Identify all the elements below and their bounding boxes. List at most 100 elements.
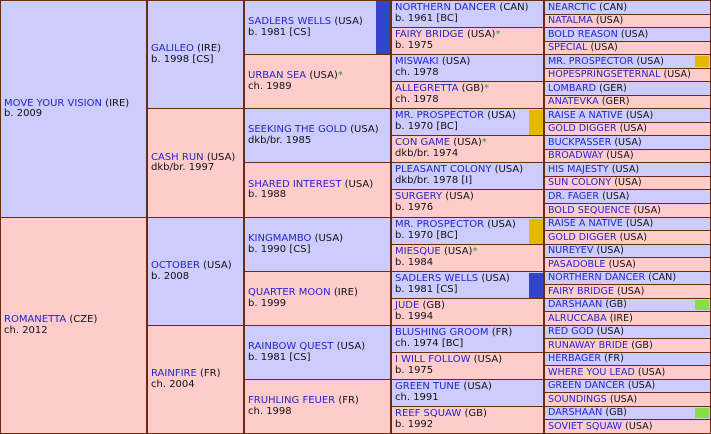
horse-name-link[interactable]: MR. PROSPECTOR: [395, 110, 485, 121]
horse-name-link[interactable]: RAINFIRE: [151, 368, 197, 379]
horse-name-link[interactable]: QUARTER MOON: [248, 287, 331, 298]
horse-name-link[interactable]: GOLD DIGGER: [548, 232, 617, 243]
horse-name-link[interactable]: LOMBARD: [548, 83, 597, 94]
horse-name-link[interactable]: ROMANETTA: [4, 314, 67, 325]
horse-country: (USA): [619, 232, 647, 243]
pedigree-cell-gen5: SOVIET SQUAW (USA): [545, 420, 710, 433]
horse-name-link[interactable]: SHARED INTEREST: [248, 178, 342, 190]
horse-name-link[interactable]: REEF SQUAW: [395, 408, 462, 419]
horse-name-link[interactable]: SURGERY: [395, 191, 443, 202]
horse-name-link[interactable]: NUREYEV: [548, 245, 594, 256]
horse-entry: RAISE A NATIVE (USA): [545, 218, 710, 230]
horse-entry: MR. PROSPECTOR (USA) b. 1970 [BC]: [392, 109, 516, 132]
horse-name-link[interactable]: MOVE YOUR VISION: [4, 97, 102, 109]
horse-name-link[interactable]: HOPESPRINGSETERNAL: [548, 69, 661, 80]
pedigree-cell-gen3: URBAN SEA (USA)* ch. 1989: [245, 55, 390, 108]
horse-name-link[interactable]: RUNAWAY BRIDE: [548, 340, 629, 351]
inbreeding-marker: [695, 300, 709, 310]
horse-name-link[interactable]: DARSHAAN: [548, 407, 603, 418]
pedigree-cell-gen1: MOVE YOUR VISION (IRE) b. 2009: [1, 1, 146, 217]
horse-name-link[interactable]: BLUSHING GROOM: [395, 327, 489, 338]
horse-country: (USA): [494, 164, 524, 175]
horse-info: b. 1994: [395, 310, 434, 322]
horse-country: (USA): [606, 150, 634, 161]
horse-name-link[interactable]: RAISE A NATIVE: [548, 218, 623, 229]
horse-entry: KINGMAMBO (USA) b. 1990 [CS]: [245, 233, 343, 255]
horse-name-link[interactable]: NORTHERN DANCER: [548, 272, 646, 283]
horse-entry: BOLD SEQUENCE (USA): [545, 204, 710, 217]
horse-entry: NATALMA (USA): [545, 15, 710, 27]
horse-name-link[interactable]: FAIRY BRIDGE: [548, 286, 614, 297]
pedigree-cell-gen5: NORTHERN DANCER (CAN): [545, 272, 710, 284]
horse-name-link[interactable]: FRUHLING FEUER: [248, 395, 336, 406]
horse-name-link[interactable]: BUCKPASSER: [548, 137, 612, 148]
horse-name-link[interactable]: DARSHAAN: [548, 299, 603, 310]
horse-name-link[interactable]: PLEASANT COLONY: [395, 164, 492, 175]
horse-info: ch. 2012: [4, 324, 48, 336]
horse-name-link[interactable]: HIS MAJESTY: [548, 164, 609, 175]
horse-name-link[interactable]: RAISE A NATIVE: [548, 110, 623, 121]
horse-name-link[interactable]: NEARCTIC: [548, 2, 597, 13]
horse-name-link[interactable]: ALLEGRETTA: [395, 83, 459, 94]
pedigree-cell-gen2: RAINFIRE (FR) ch. 2004: [148, 326, 243, 433]
horse-name-line: SURGERY (USA): [395, 191, 474, 203]
pedigree-cell-gen5: DR. FAGER (USA): [545, 190, 710, 203]
horse-name-link[interactable]: PASADOBLE: [548, 259, 606, 270]
pedigree-cell-gen1: ROMANETTA (CZE) ch. 2012: [1, 218, 146, 433]
horse-entry: SADLERS WELLS (USA) b. 1981 [CS]: [245, 16, 363, 38]
horse-country: (USA): [473, 354, 503, 365]
horse-name-link[interactable]: BOLD SEQUENCE: [548, 205, 631, 216]
horse-name-link[interactable]: MIESQUE: [395, 246, 441, 257]
horse-name-link[interactable]: CON GAME: [395, 137, 451, 148]
horse-name-link[interactable]: I WILL FOLLOW: [395, 354, 471, 365]
horse-name-link[interactable]: WHERE YOU LEAD: [548, 367, 635, 378]
horse-entry: SURGERY (USA) b. 1976: [392, 190, 474, 213]
horse-entry: QUARTER MOON (IRE) b. 1999: [245, 287, 358, 309]
horse-name-link[interactable]: MR. PROSPECTOR: [395, 219, 485, 230]
horse-name-link[interactable]: URBAN SEA: [248, 70, 307, 81]
horse-name-link[interactable]: GALILEO: [151, 43, 194, 54]
horse-name-link[interactable]: SADLERS WELLS: [248, 16, 332, 27]
horse-name-link[interactable]: SEEKING THE GOLD: [248, 124, 347, 135]
horse-name-link[interactable]: MR. PROSPECTOR: [548, 56, 634, 67]
horse-country: (CAN): [499, 2, 529, 13]
pedigree-cell-gen5: BUCKPASSER (USA): [545, 136, 710, 149]
horse-name-link[interactable]: FAIRY BRIDGE: [395, 29, 464, 40]
horse-name-link[interactable]: CASH RUN: [151, 151, 204, 163]
horse-country: (USA): [663, 69, 691, 80]
horse-name-link[interactable]: GREEN DANCER: [548, 380, 625, 391]
horse-name-link[interactable]: SPECIAL: [548, 42, 588, 53]
horse-name-link[interactable]: HERBAGER: [548, 353, 602, 364]
horse-name-link[interactable]: SADLERS WELLS: [395, 273, 479, 284]
horse-name-link[interactable]: OCTOBER: [151, 260, 200, 271]
horse-name-link[interactable]: DR. FAGER: [548, 191, 600, 202]
horse-name-link[interactable]: SUN COLONY: [548, 177, 612, 188]
horse-name-link[interactable]: SOUNDINGS: [548, 394, 607, 405]
horse-country: (USA): [614, 137, 642, 148]
horse-entry: BROADWAY (USA): [545, 150, 710, 162]
pedigree-cell-gen5: RAISE A NATIVE (USA): [545, 218, 710, 230]
horse-name-link[interactable]: MISWAKI: [395, 56, 439, 67]
pedigree-cell-gen4: MR. PROSPECTOR (USA) b. 1970 [BC]: [392, 109, 543, 135]
horse-entry: DR. FAGER (USA): [545, 190, 710, 203]
horse-name-line: FAIRY BRIDGE (USA)*: [395, 29, 500, 41]
horse-country: (GB): [464, 408, 487, 419]
horse-info: b. 2008: [151, 270, 190, 282]
horse-info: b. 1992: [395, 418, 434, 430]
horse-name-link[interactable]: NATALMA: [548, 15, 593, 26]
horse-name-link[interactable]: ANATEVKA: [548, 96, 599, 107]
horse-name-link[interactable]: BOLD REASON: [548, 29, 618, 40]
horse-name-link[interactable]: ALRUCCABA: [548, 313, 607, 324]
horse-name-link[interactable]: NORTHERN DANCER: [395, 2, 497, 13]
horse-entry: GREEN TUNE (USA) ch. 1991: [392, 380, 492, 403]
horse-name-link[interactable]: KINGMAMBO: [248, 233, 312, 244]
horse-name-link[interactable]: GREEN TUNE: [395, 381, 461, 392]
horse-name-line: JUDE (GB): [395, 300, 445, 312]
horse-name-link[interactable]: SOVIET SQUAW: [548, 421, 623, 432]
horse-name-link[interactable]: RAINBOW QUEST: [248, 341, 334, 352]
horse-name-link[interactable]: GOLD DIGGER: [548, 123, 617, 134]
horse-name-link[interactable]: JUDE: [395, 300, 420, 311]
horse-name-link[interactable]: RED GOD: [548, 326, 594, 337]
pedigree-cell-gen4: BLUSHING GROOM (FR) ch. 1974 [BC]: [392, 326, 543, 352]
horse-name-link[interactable]: BROADWAY: [548, 150, 604, 161]
